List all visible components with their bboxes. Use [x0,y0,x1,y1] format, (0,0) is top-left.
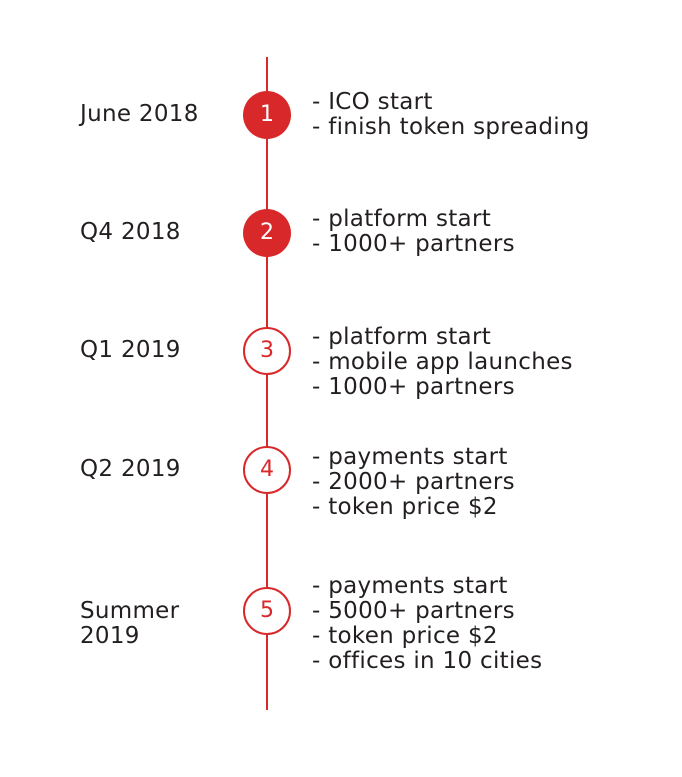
milestone-detail-item: - platform start [312,324,492,350]
milestone-details: - ICO start - finish token spreading [312,90,672,140]
milestone-detail-item: - token price $2 [312,623,498,649]
milestone-node-3: 3 [243,327,291,375]
milestone-date: Q2 2019 [80,456,181,482]
milestone-detail-item: - platform start [312,206,492,232]
milestone-detail-item: - payments start [312,573,508,599]
milestone-detail-item: - finish token spreading [312,114,590,140]
milestone-details: - platform start - 1000+ partners [312,207,672,257]
milestone-node-1: 1 [243,91,291,139]
milestone-node-5: 5 [243,587,291,635]
milestone-date: Q4 2018 [80,219,181,245]
milestone-details: - payments start - 5000+ partners - toke… [312,574,672,674]
milestone-detail-item: - 5000+ partners [312,598,515,624]
milestone-detail-item: - 1000+ partners [312,374,515,400]
milestone-detail-item: - 2000+ partners [312,469,515,495]
milestone-node-2: 2 [243,209,291,257]
milestone-node-4: 4 [243,446,291,494]
milestone-date: June 2018 [80,101,199,127]
milestone-detail-item: - payments start [312,444,508,470]
milestone-detail-item: - 1000+ partners [312,231,515,257]
milestone-date: Summer 2019 [80,598,180,649]
timeline-line [266,57,268,710]
milestone-date: Q1 2019 [80,337,181,363]
milestone-detail-item: - ICO start [312,89,433,115]
milestone-details: - payments start - 2000+ partners - toke… [312,445,672,520]
milestone-detail-item: - offices in 10 cities [312,648,543,674]
milestone-details: - platform start - mobile app launches -… [312,325,672,400]
milestone-detail-item: - token price $2 [312,494,498,520]
milestone-detail-item: - mobile app launches [312,349,573,375]
